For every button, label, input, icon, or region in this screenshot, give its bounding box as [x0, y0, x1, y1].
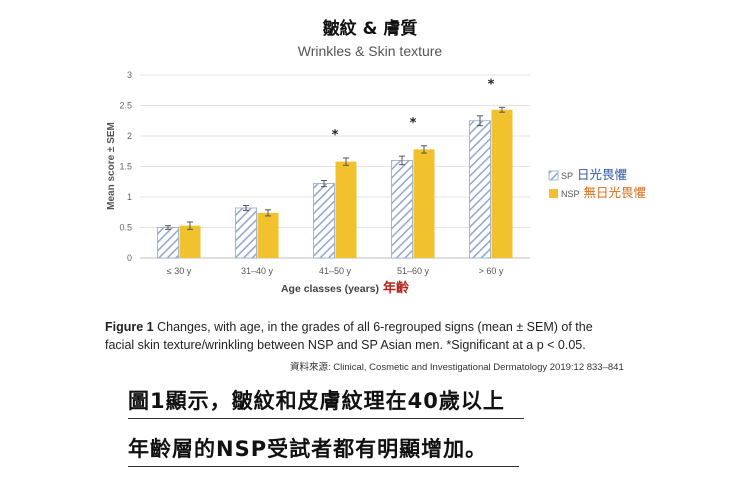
y-axis-label: Mean score ± SEM — [106, 122, 117, 210]
chart-title: 皺紋 & 膚質 — [322, 19, 418, 39]
x-tick-label: > 60 y — [479, 266, 504, 276]
note-underline-1 — [128, 418, 524, 419]
x-tick-label: ≤ 30 y — [167, 266, 192, 276]
bar-nsp — [335, 161, 357, 258]
y-tick-label: 1 — [127, 192, 132, 202]
legend-label-sp: SP 日光畏懼 — [561, 167, 627, 182]
figure-caption-text: Changes, with age, in the grades of all … — [105, 320, 593, 352]
bar-nsp — [257, 212, 279, 258]
x-tick-label: 31–40 y — [241, 266, 274, 276]
note-underline-2 — [128, 466, 519, 467]
x-tick-label: 41–50 y — [319, 266, 352, 276]
bar-sp — [469, 120, 491, 259]
bar-sp — [157, 227, 179, 259]
significance-marker: * — [488, 77, 495, 92]
legend-swatch-sp — [548, 170, 559, 181]
source-citation: 資料來源: Clinical, Cosmetic and Investigati… — [290, 362, 624, 373]
x-axis-label: Age classes (years) 年齡 — [281, 280, 409, 296]
x-axis-label-cn: 年齡 — [383, 280, 409, 296]
chart-subtitle: Wrinkles & Skin texture — [297, 43, 443, 59]
bar-nsp — [491, 109, 513, 259]
bar-sp — [391, 159, 413, 259]
y-tick-label: 3 — [127, 70, 132, 80]
bar-nsp — [413, 149, 435, 258]
note-line-2: 年齡層的NSP受試者都有明顯增加。 — [128, 437, 488, 461]
x-tick-label: 51–60 y — [397, 266, 430, 276]
y-tick-label: 1.5 — [119, 162, 132, 172]
note-line-1: 圖1顯示，皺紋和皮膚紋理在40歲以上 — [128, 389, 505, 413]
bar-chart: 0 0.5 1 1.5 2 2.5 3 ≤ 30 y 31–40 y 41–50 y * 51–60 … — [106, 70, 646, 296]
bar-sp — [313, 183, 335, 259]
y-tick-label: 0.5 — [119, 223, 132, 233]
chart-legend: SP 日光畏懼 NSP 無日光畏懼 — [548, 167, 646, 200]
legend-label-nsp: NSP 無日光畏懼 — [561, 185, 646, 200]
figure-caption: Figure 1 Changes, with age, in the grade… — [105, 318, 625, 354]
y-tick-label: 2 — [127, 131, 132, 141]
figure-label: Figure 1 — [105, 320, 154, 334]
y-tick-label: 0 — [127, 253, 132, 263]
significance-marker: * — [332, 128, 339, 143]
bar-sp — [235, 207, 257, 259]
x-axis-label-en: Age classes (years) — [281, 283, 379, 295]
legend-swatch-nsp — [549, 189, 558, 198]
significance-marker: * — [410, 116, 417, 131]
bar-nsp — [179, 225, 201, 258]
y-tick-label: 2.5 — [119, 101, 132, 111]
